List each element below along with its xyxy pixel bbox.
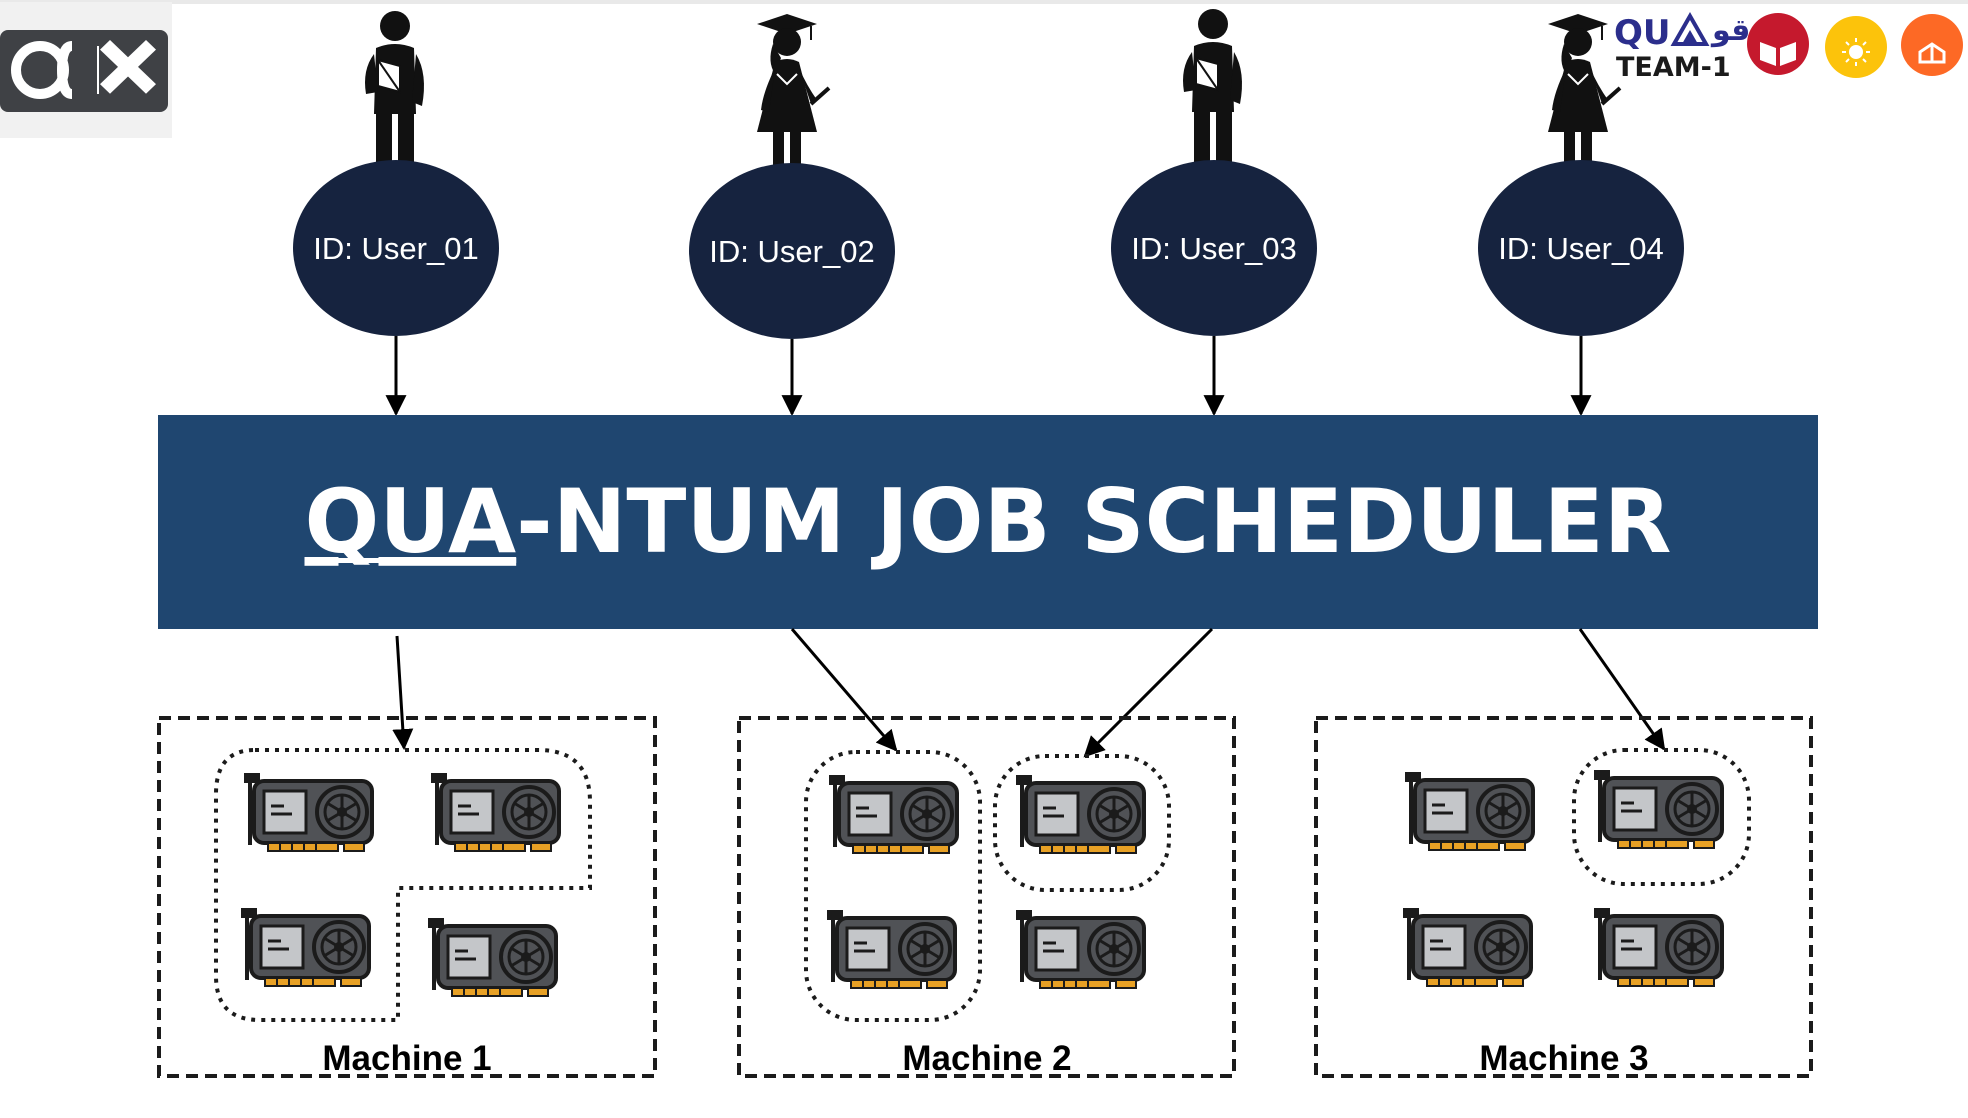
machine-2-label: Machine 2: [902, 1039, 1071, 1078]
user-label-4: ID: User_04: [1498, 231, 1663, 266]
user-node-1: ID: User_01: [293, 10, 499, 336]
student-male-icon: [364, 10, 425, 167]
gpu-card-icon: [1401, 906, 1533, 988]
arrow-to-machine2-group1: [790, 628, 898, 752]
gpu-card-icon: [429, 771, 561, 853]
machine-2: Machine 2: [737, 716, 1236, 1078]
arrow-to-machine2-group2: [1083, 627, 1214, 758]
sun-icon: [1849, 45, 1863, 59]
gpu-card-icon: [1592, 906, 1724, 988]
student-male-icon: [1182, 8, 1243, 165]
sdg-4-badge: [1747, 13, 1809, 75]
machine-3-allocation: [1572, 748, 1751, 886]
scheduler-title-underlined: QUA: [305, 470, 517, 573]
gpu-card-icon: [825, 908, 957, 990]
gpu-card-icon: [1403, 770, 1535, 852]
job-scheduler: QUA-NTUM JOB SCHEDULER: [158, 415, 1818, 629]
user-label-2: ID: User_02: [709, 234, 874, 269]
machine-1: Machine 1: [157, 716, 657, 1078]
arrow-to-machine1: [392, 635, 414, 751]
cubes-icon: [1918, 42, 1946, 64]
user-arrows: [385, 336, 1592, 417]
sdg-7-badge: [1825, 16, 1887, 78]
graduate-female-icon: [1546, 12, 1622, 172]
sdg-9-badge: [1901, 14, 1963, 76]
machine-1-allocation: [214, 748, 592, 1022]
user-label-3: ID: User_03: [1131, 231, 1296, 266]
graduate-female-icon: [755, 12, 831, 172]
gpu-card-icon: [239, 906, 371, 988]
qu-logo-arabic: قو: [1710, 13, 1750, 48]
top-border: [0, 0, 1968, 4]
gpu-card-icon: [1014, 773, 1146, 855]
scheduler-arrows: [392, 627, 1666, 758]
gpu-card-icon: [242, 771, 374, 853]
book-icon: [1760, 42, 1796, 66]
left-logo: [0, 2, 172, 138]
user-node-2: ID: User_02: [689, 12, 895, 339]
user-node-3: ID: User_03: [1111, 8, 1317, 336]
user-node-4: ID: User_04: [1478, 12, 1684, 336]
gpu-card-icon: [827, 773, 959, 855]
team-label: TEAM-1: [1616, 52, 1731, 83]
gpu-card-icon: [426, 916, 558, 998]
title-underline: [304, 558, 517, 563]
qu-logo-text: QU: [1614, 13, 1671, 53]
scheduler-title-rest: -NTUM JOB SCHEDULER: [516, 470, 1671, 573]
gpu-card-icon: [1592, 768, 1724, 850]
user-label-1: ID: User_01: [313, 231, 478, 266]
machine-3: Machine 3: [1314, 716, 1813, 1078]
arrow-to-machine3: [1578, 628, 1666, 751]
gpu-card-icon: [1014, 908, 1146, 990]
machine-1-label: Machine 1: [322, 1039, 491, 1078]
qu-logo: QU قو TEAM-1: [1614, 11, 1750, 83]
machine-2-allocation-2: [993, 754, 1171, 892]
machine-3-label: Machine 3: [1479, 1039, 1648, 1078]
scheduler-title: QUA-NTUM JOB SCHEDULER: [305, 470, 1672, 573]
